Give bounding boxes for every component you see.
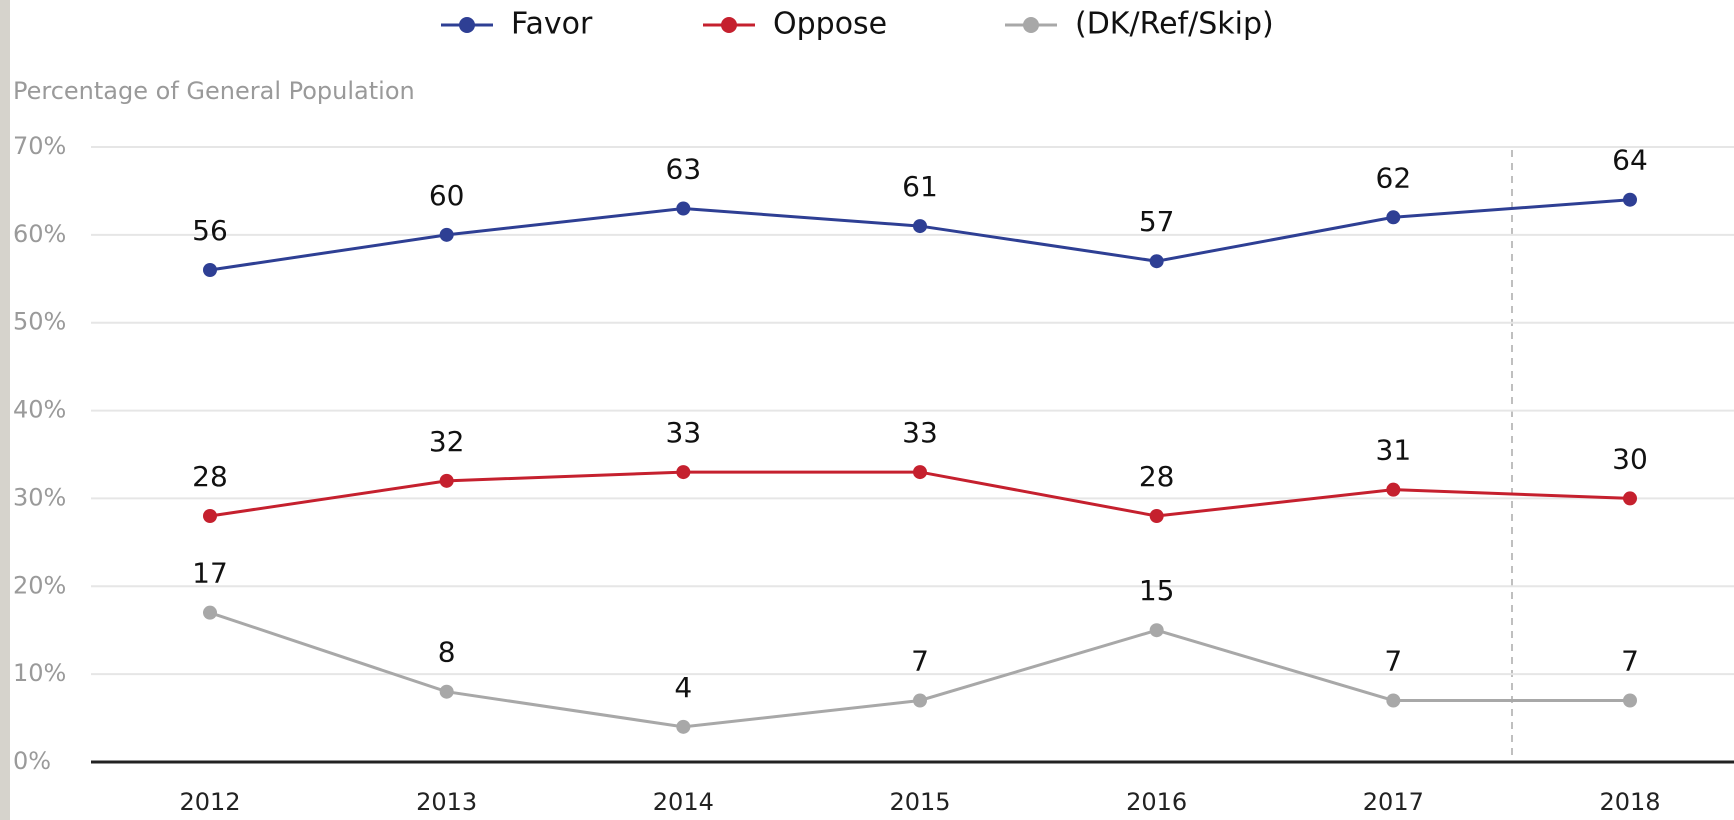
point <box>439 684 454 699</box>
x-tick-label: 2017 <box>1363 788 1424 816</box>
data-label: 33 <box>666 416 702 449</box>
y-tick-label: 0% <box>13 747 51 775</box>
point <box>1386 210 1401 225</box>
data-label: 32 <box>429 425 465 458</box>
data-label: 30 <box>1612 442 1648 475</box>
x-tick-label: 2014 <box>653 788 714 816</box>
x-tick-label: 2018 <box>1599 788 1660 816</box>
point <box>676 201 691 216</box>
data-label: 28 <box>192 460 228 493</box>
y-tick-label: 20% <box>13 571 66 599</box>
data-label: 8 <box>438 636 456 669</box>
y-tick-label: 60% <box>13 220 66 248</box>
data-label: 61 <box>902 170 938 203</box>
data-label: 62 <box>1376 161 1412 194</box>
data-label: 7 <box>1621 645 1639 678</box>
point <box>1149 509 1164 523</box>
point <box>1386 693 1401 708</box>
data-label: 17 <box>192 557 228 590</box>
point <box>913 465 927 480</box>
data-label: 4 <box>674 671 692 704</box>
point <box>439 227 454 242</box>
point <box>203 509 217 523</box>
x-tick-label: 2013 <box>416 788 477 816</box>
legend-label: (DK/Ref/Skip) <box>1075 7 1274 42</box>
data-label: 15 <box>1139 574 1175 607</box>
data-label: 28 <box>1139 460 1175 493</box>
data-label: 60 <box>429 179 465 212</box>
data-label: 7 <box>1384 645 1402 678</box>
point <box>203 263 217 277</box>
y-axis-label: Percentage of General Population <box>13 77 415 105</box>
legend-marker <box>1023 17 1039 33</box>
y-tick-label: 70% <box>13 132 66 160</box>
legend-marker <box>721 17 737 33</box>
x-tick-label: 2015 <box>889 788 950 816</box>
y-tick-label: 50% <box>13 308 66 336</box>
point <box>1386 482 1401 497</box>
data-label: 33 <box>902 416 938 449</box>
data-label: 31 <box>1376 434 1412 467</box>
legend-label: Favor <box>511 7 593 42</box>
x-tick-label: 2012 <box>179 788 240 816</box>
point <box>1623 192 1637 207</box>
data-label: 7 <box>911 645 929 678</box>
point <box>1623 491 1637 506</box>
point <box>676 719 691 734</box>
point <box>203 605 217 620</box>
legend-marker <box>459 17 475 33</box>
point <box>1149 623 1164 638</box>
point <box>1623 693 1637 708</box>
y-tick-label: 30% <box>13 483 66 511</box>
data-label: 64 <box>1612 144 1648 177</box>
point <box>913 693 927 708</box>
x-tick-label: 2016 <box>1126 788 1187 816</box>
data-label: 57 <box>1139 205 1175 238</box>
point <box>913 219 927 234</box>
left-strip <box>0 0 10 820</box>
point <box>676 465 691 480</box>
point <box>1149 254 1164 269</box>
data-label: 63 <box>666 153 702 186</box>
data-label: 56 <box>192 214 228 247</box>
point <box>439 473 454 488</box>
y-tick-label: 40% <box>13 396 66 424</box>
y-tick-label: 10% <box>13 659 66 687</box>
legend-label: Oppose <box>773 7 887 42</box>
